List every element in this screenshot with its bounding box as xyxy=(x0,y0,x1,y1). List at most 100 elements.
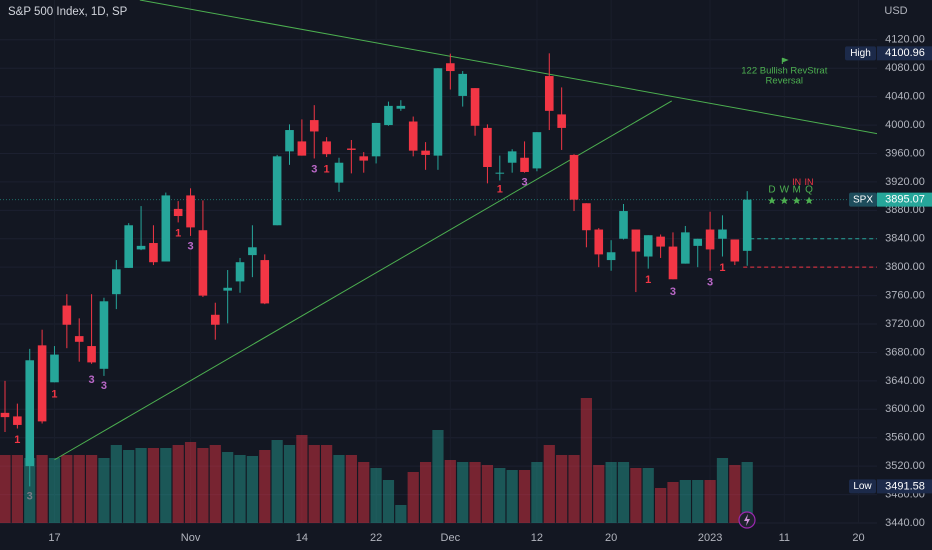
x-tick-label: 14 xyxy=(296,532,308,544)
volume-bar xyxy=(432,430,444,523)
volume-bar xyxy=(568,455,580,523)
candle-body xyxy=(50,354,59,383)
y-tick-label: 4040.00 xyxy=(885,91,925,103)
candle-body xyxy=(446,63,455,72)
candle-body xyxy=(396,105,406,109)
candle-body xyxy=(25,360,35,467)
extreme-tag-value: 4100.96 xyxy=(885,47,925,59)
y-tick-label: 3720.00 xyxy=(885,318,925,330)
candle-body xyxy=(582,203,591,231)
x-tick-label: 20 xyxy=(605,532,617,544)
volume-bar xyxy=(506,470,518,523)
volume-bar xyxy=(271,440,283,523)
candle-body xyxy=(569,154,579,200)
candle-body xyxy=(433,68,443,156)
candle-body xyxy=(173,208,183,217)
candle-body xyxy=(136,245,146,250)
y-tick-label: 3840.00 xyxy=(885,233,925,245)
volume-bar xyxy=(655,488,667,523)
candle-body xyxy=(198,230,208,296)
candle-body xyxy=(656,236,665,247)
signal-timeframe: D xyxy=(768,184,775,195)
volume-bar xyxy=(246,456,258,523)
candle-body xyxy=(124,225,133,268)
volume-bar xyxy=(407,472,419,523)
volume-bar xyxy=(98,458,110,523)
x-tick-label: Nov xyxy=(181,532,201,544)
candle-body xyxy=(297,141,307,156)
candles xyxy=(0,53,752,487)
candle-body xyxy=(334,162,344,183)
y-tick-label: 3800.00 xyxy=(885,261,925,273)
candle-body xyxy=(470,88,480,126)
volume-bar xyxy=(333,455,345,523)
chart-title: S&P 500 Index, 1D, SP xyxy=(8,6,128,18)
replay-icon[interactable] xyxy=(738,511,756,529)
extreme-tag-name-box xyxy=(845,46,876,61)
volume-bar xyxy=(36,455,48,523)
volume-bar xyxy=(296,435,308,523)
volume-bar xyxy=(729,465,741,523)
volume-bar xyxy=(85,455,98,523)
volume-bar xyxy=(531,462,543,523)
volume-bar xyxy=(11,455,23,523)
volume-bar xyxy=(345,455,357,523)
x-tick-label: 12 xyxy=(531,532,543,544)
volume-bar xyxy=(457,462,469,523)
candle-body xyxy=(606,252,616,261)
signal-star xyxy=(780,196,789,205)
candle-body xyxy=(0,412,10,418)
candle-body xyxy=(285,130,294,152)
volume-bar xyxy=(716,458,729,523)
extreme-tag-box xyxy=(877,479,932,494)
signal-timeframe: M xyxy=(793,184,801,195)
volume-bar xyxy=(382,480,395,523)
currency-label: USD xyxy=(884,5,907,17)
candle-body xyxy=(235,262,245,282)
volume-bar xyxy=(123,450,135,523)
signal-star xyxy=(767,196,776,205)
volume-bar xyxy=(172,445,184,523)
candle-body xyxy=(483,127,492,167)
sequence-marker: 3 xyxy=(311,164,317,176)
candle-body xyxy=(74,336,84,342)
candle-body xyxy=(322,141,331,155)
volume-bar xyxy=(308,445,320,523)
candle-body xyxy=(371,122,381,157)
volume-bar xyxy=(358,462,370,523)
y-tick-label: 3520.00 xyxy=(885,460,925,472)
y-tick-label: 3920.00 xyxy=(885,176,925,188)
sequence-marker: 1 xyxy=(719,262,725,274)
candle-body xyxy=(309,120,319,132)
sequence-marker: 3 xyxy=(27,491,33,503)
signal-timeframe: Q xyxy=(805,184,813,195)
y-tick-label: 3600.00 xyxy=(885,403,925,415)
volume-bar xyxy=(321,445,333,523)
candle-body xyxy=(507,151,517,163)
candle-body xyxy=(161,195,171,262)
candle-body xyxy=(359,156,369,161)
candle-body xyxy=(520,157,529,172)
candle-body xyxy=(495,172,505,174)
signal-flag: IN xyxy=(792,177,801,187)
volume-bar xyxy=(197,448,209,523)
volume-bar xyxy=(419,462,432,523)
volume-bar xyxy=(0,455,11,523)
volume-bar xyxy=(48,458,61,523)
candle-body xyxy=(557,114,566,128)
volume-bar xyxy=(110,445,122,523)
signal-star xyxy=(805,196,814,205)
volume-bar xyxy=(741,462,753,523)
volume-bar xyxy=(160,448,172,523)
y-tick-label: 3680.00 xyxy=(885,346,925,358)
sequence-marker: 1 xyxy=(324,164,330,176)
y-tick-label: 4080.00 xyxy=(885,62,925,74)
volume-bar xyxy=(580,398,592,523)
signal-flag: IN xyxy=(805,177,814,187)
extreme-tag-box xyxy=(877,46,932,61)
y-tick-label: 3560.00 xyxy=(885,432,925,444)
sequence-marker: 3 xyxy=(707,277,713,289)
x-tick-label: 11 xyxy=(779,532,790,544)
volume-bar xyxy=(605,462,617,523)
candle-body xyxy=(347,148,356,150)
